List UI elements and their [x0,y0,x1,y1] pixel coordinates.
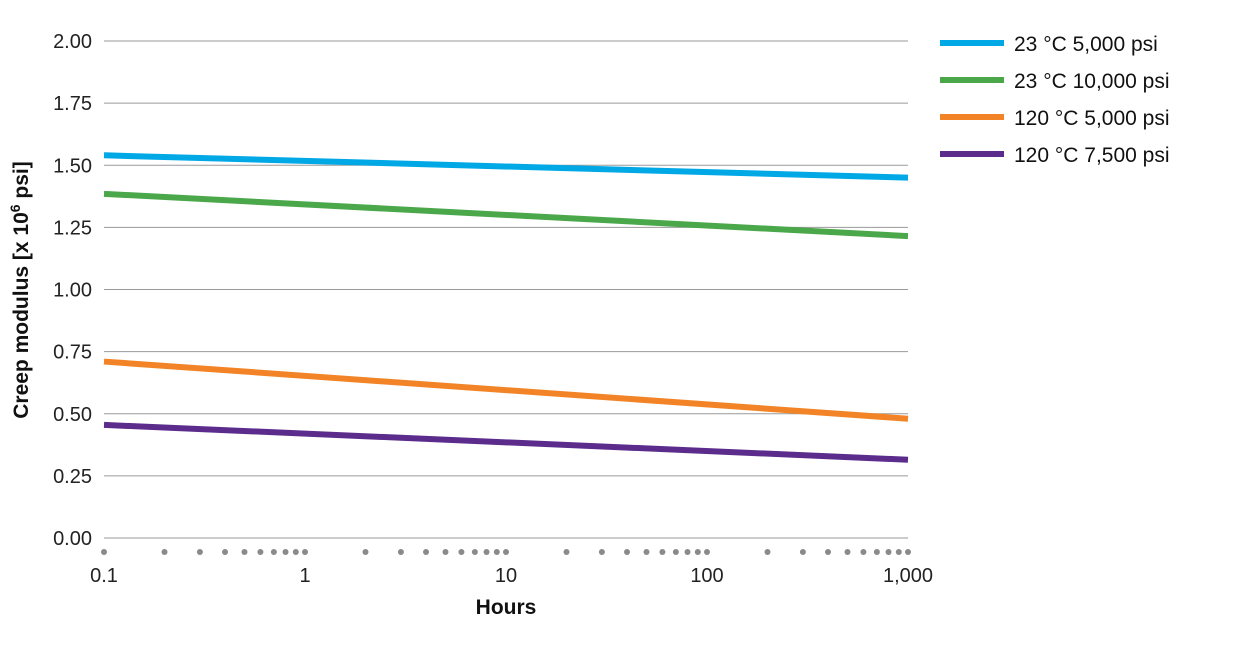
minor-tick-dot [624,549,631,555]
x-tick-label: 1,000 [883,565,933,587]
minor-tick-dot [643,549,650,555]
y-tick-label: 0.00 [53,528,92,550]
minor-tick-dot [563,549,570,555]
minor-tick-dot [905,549,911,555]
y-tick-label: 0.50 [53,404,92,426]
legend-label: 120 °C 5,000 psi [1014,107,1170,130]
y-tick-label: 1.50 [53,155,92,177]
minor-tick-dot [844,549,851,555]
minor-tick-dot [895,549,902,555]
minor-tick-dot [442,549,449,555]
x-tick-label: 0.1 [90,565,118,587]
x-tick-label: 100 [690,565,723,587]
y-tick-label: 0.25 [53,466,92,488]
y-tick-label: 1.00 [53,280,92,302]
series-line [103,152,909,181]
x-tick-label: 1 [299,565,310,587]
minor-tick-dot [292,549,299,555]
x-axis-title: Hours [476,596,537,619]
y-tick-label: 1.75 [53,93,92,115]
legend-label: 120 °C 7,500 psi [1014,144,1170,167]
minor-tick-dot [423,549,430,555]
y-tick-label: 2.00 [53,31,92,53]
legend: 23 °C 5,000 psi 23 °C 10,000 psi 120 °C 5,… [940,33,1170,167]
minor-tick-dot [659,549,666,555]
minor-tick-dot [282,549,289,555]
minor-tick-dot [598,549,605,555]
minor-tick-dot [222,549,229,555]
y-tick-label: 1.25 [53,217,92,239]
minor-tick-dot [799,549,806,555]
minor-tick-dot [825,549,832,555]
x-tick-labels: 0.1 1 10 100 1,000 [90,565,933,587]
legend-label: 23 °C 10,000 psi [1014,70,1170,93]
minor-tick-dot [161,549,168,555]
x-tick-label: 10 [495,565,517,587]
minor-tick-dot [483,549,490,555]
minor-tick-dot [101,549,107,555]
minor-tick-dot [860,549,867,555]
y-axis-title-superscript: 6 [7,204,23,212]
gridlines [104,40,908,539]
minor-tick-dot [362,549,369,555]
minor-tick-dot [241,549,248,555]
minor-tick-dot [302,549,308,555]
minor-tick-dot [873,549,880,555]
minor-tick-dot [672,549,679,555]
y-axis-title: Creep modulus [x 106 psi] [7,161,33,419]
minor-tick-dot [458,549,465,555]
y-axis-title-end: psi] [10,161,33,204]
series-line [103,421,909,463]
minor-tick-dot [764,549,771,555]
series-line [103,358,909,422]
y-axis-title-main: Creep modulus [x 10 [10,212,33,419]
minor-tick-dots [101,549,911,555]
minor-tick-dot [493,549,500,555]
minor-tick-dot [270,549,277,555]
legend-label: 23 °C 5,000 psi [1014,33,1158,56]
y-tick-label: 0.75 [53,342,92,364]
minor-tick-dot [684,549,691,555]
minor-tick-dot [257,549,264,555]
minor-tick-dot [471,549,478,555]
minor-tick-dot [704,549,710,555]
minor-tick-dot [397,549,404,555]
minor-tick-dot [503,549,509,555]
minor-tick-dot [694,549,701,555]
series-lines [103,152,909,463]
y-tick-labels: 0.00 0.25 0.50 0.75 1.00 1.25 1.50 1.75 2.00 [53,31,92,550]
series-line [103,190,909,240]
minor-tick-dot [885,549,892,555]
minor-tick-dot [196,549,203,555]
